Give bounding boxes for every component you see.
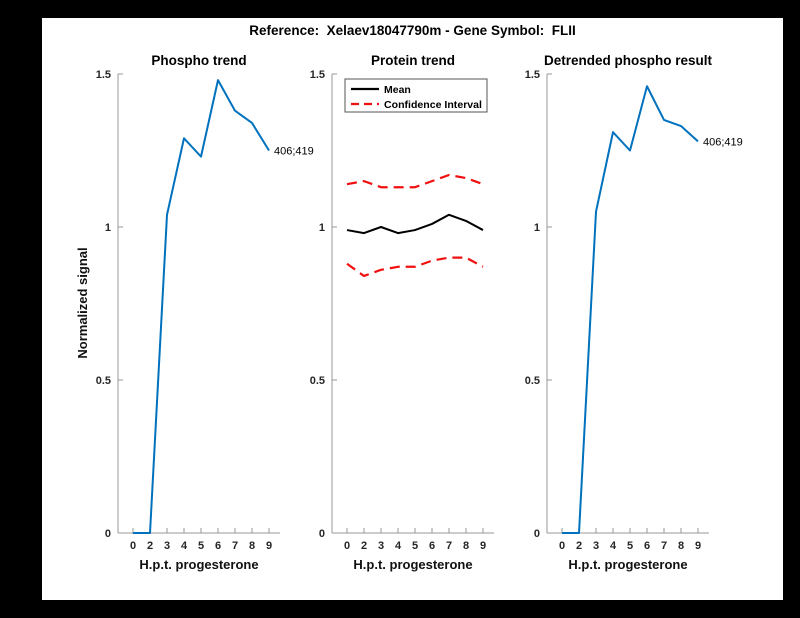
- x-axis-label: H.p.t. progesterone: [568, 557, 687, 572]
- x-tick-label: 0: [559, 540, 565, 552]
- phospho-trend-chart: Phospho trend H.p.t. progesterone Normal…: [75, 53, 314, 572]
- x-tick-label: 9: [266, 540, 272, 552]
- y-tick-label: 0.5: [96, 375, 111, 387]
- y-tick-label: 1.5: [310, 69, 325, 81]
- x-tick-label: 2: [361, 540, 367, 552]
- x-tick-label: 3: [378, 540, 384, 552]
- x-tick-label: 6: [644, 540, 650, 552]
- x-tick-label: 8: [463, 540, 469, 552]
- x-tick-label: 8: [678, 540, 684, 552]
- y-tick-label: 1.5: [525, 69, 540, 81]
- x-tick-label: 9: [695, 540, 701, 552]
- x-tick-label: 3: [593, 540, 599, 552]
- x-tick-label: 4: [181, 540, 188, 552]
- y-tick-label: 1.5: [96, 69, 111, 81]
- x-tick-label: 4: [610, 540, 617, 552]
- x-tick-label: 9: [480, 540, 486, 552]
- data-label: 406;419: [274, 146, 314, 158]
- x-tick-label: 6: [429, 540, 435, 552]
- series-line-phospho: [133, 79, 270, 534]
- detrended-phospho-chart: Detrended phospho result H.p.t. progeste…: [525, 53, 743, 572]
- x-tick-label: 3: [164, 540, 170, 552]
- x-tick-label: 7: [446, 540, 452, 552]
- x-tick-label: 8: [249, 540, 255, 552]
- plot-title: Phospho trend: [151, 53, 246, 68]
- figure-canvas: Reference: Xelaev18047790m - Gene Symbol…: [42, 18, 783, 600]
- y-tick-label: 1: [319, 222, 325, 234]
- series-line-mean: [346, 213, 484, 235]
- y-axis-label: Normalized signal: [75, 247, 90, 358]
- x-tick-label: 0: [344, 540, 350, 552]
- plot-title: Protein trend: [371, 53, 455, 68]
- series-line-ci-lower: [346, 256, 484, 278]
- x-tick-label: 0: [130, 540, 136, 552]
- legend-label: Mean: [384, 84, 411, 96]
- x-tick-label: 2: [576, 540, 582, 552]
- series-line-ci-upper: [346, 173, 484, 189]
- y-tick-label: 0.5: [310, 375, 325, 387]
- x-tick-label: 2: [147, 540, 153, 552]
- y-tick-label: 0.5: [525, 375, 540, 387]
- x-tick-label: 7: [661, 540, 667, 552]
- y-tick-label: 1: [105, 222, 111, 234]
- plot-title: Detrended phospho result: [544, 53, 713, 68]
- y-tick-label: 1: [534, 222, 540, 234]
- y-tick-label: 0: [534, 528, 540, 540]
- figure-title: Reference: Xelaev18047790m - Gene Symbol…: [249, 23, 576, 38]
- x-tick-label: 4: [395, 540, 402, 552]
- x-tick-label: 5: [412, 540, 418, 552]
- x-tick-label: 6: [215, 540, 221, 552]
- x-axis-label: H.p.t. progesterone: [139, 557, 258, 572]
- series-line-detrended: [562, 85, 699, 534]
- x-tick-label: 5: [198, 540, 204, 552]
- y-tick-label: 0: [105, 528, 111, 540]
- data-label: 406;419: [703, 136, 743, 148]
- x-tick-label: 5: [627, 540, 633, 552]
- x-axis-label: H.p.t. progesterone: [353, 557, 472, 572]
- y-tick-label: 0: [319, 528, 325, 540]
- legend-box: [344, 78, 488, 113]
- legend-label: Confidence Interval: [384, 99, 482, 111]
- x-tick-label: 7: [232, 540, 238, 552]
